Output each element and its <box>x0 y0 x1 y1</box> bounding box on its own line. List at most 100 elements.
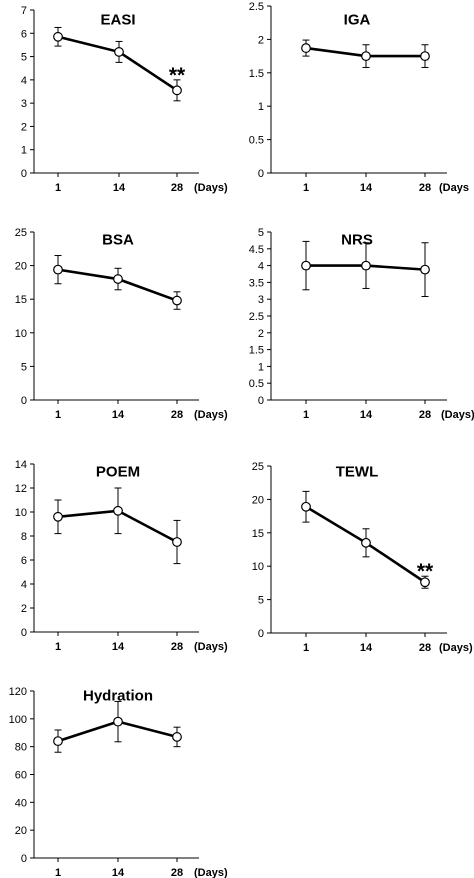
x-tick-label: 1 <box>303 409 309 421</box>
data-point <box>53 264 63 275</box>
y-tick-label: 20 <box>15 825 27 837</box>
x-tick-label: 28 <box>171 641 183 653</box>
x-tick-label: 28 <box>171 867 183 878</box>
data-point <box>361 260 371 271</box>
significance-marker: ** <box>417 560 434 583</box>
y-tick-label: 1 <box>21 145 27 157</box>
y-tick-label: 2 <box>258 34 264 46</box>
series-line <box>57 35 178 92</box>
x-tick-label: 14 <box>360 182 373 194</box>
y-tick-label: 100 <box>9 714 27 726</box>
x-unit-label: (Days) <box>194 641 228 653</box>
data-point <box>53 31 63 42</box>
chart-title: BSA <box>102 231 134 248</box>
x-unit-label: (Days) <box>439 642 473 654</box>
x-tick-label: 14 <box>112 867 125 878</box>
x-tick-label: 14 <box>112 409 125 421</box>
y-tick-label: 0 <box>258 395 264 407</box>
y-tick-label: 8 <box>21 531 27 543</box>
x-tick-label: 1 <box>303 642 309 654</box>
data-point <box>113 716 123 727</box>
y-tick-label: 25 <box>252 461 264 473</box>
panel-nrs: 0 0.5 1 1.5 2 2.5 3 3.5 4 4.5 5 1 14 28 (Days) NRS <box>249 227 474 421</box>
y-tick-label: 0.5 <box>249 135 264 147</box>
y-tick-label: 0.5 <box>249 378 264 390</box>
panel-poem: 0 2 4 6 8 10 12 14 1 14 28 (Days) POEM <box>15 459 228 653</box>
y-tick-label: 3.5 <box>249 277 264 289</box>
chart-title: Hydration <box>83 687 153 704</box>
x-tick-label: 1 <box>55 641 61 653</box>
data-point <box>114 47 124 57</box>
y-tick-label: 15 <box>252 528 264 540</box>
data-point <box>420 264 430 275</box>
y-tick-label: 2 <box>21 121 27 133</box>
x-tick-label: 14 <box>112 641 125 653</box>
panel-tewl: 0 5 10 15 20 25 1 14 28 (Days) TEWL ** <box>252 461 473 654</box>
y-tick-label: 4 <box>21 579 27 591</box>
data-point <box>172 537 182 547</box>
x-tick-label: 28 <box>419 642 431 654</box>
y-tick-label: 15 <box>15 294 27 306</box>
y-tick-label: 12 <box>15 483 27 495</box>
panel-hydration: 0 20 40 60 80 100 120 1 14 28 (Days) Hydration <box>9 686 228 878</box>
x-tick-label: 14 <box>113 182 126 194</box>
x-unit-label: (Days) <box>441 409 474 421</box>
panel-iga: 0 0.5 1 1.5 2 2.5 1 14 28 (Days IGA <box>249 1 469 194</box>
y-tick-label: 0 <box>21 168 27 180</box>
x-tick-label: 28 <box>171 182 183 194</box>
y-tick-label: 0 <box>21 627 27 639</box>
x-tick-label: 28 <box>419 182 431 194</box>
y-tick-label: 10 <box>252 561 264 573</box>
y-tick-label: 20 <box>15 261 27 273</box>
data-point <box>301 501 311 512</box>
y-tick-label: 20 <box>252 494 264 506</box>
y-tick-label: 3 <box>21 98 27 110</box>
x-tick-label: 14 <box>360 409 373 421</box>
chart-title: IGA <box>344 11 371 28</box>
data-point <box>301 260 311 271</box>
panel-bsa: 0 5 10 15 20 25 1 14 28 (Days) BSA <box>15 227 228 421</box>
data-point <box>361 537 371 548</box>
significance-marker: ** <box>169 64 186 87</box>
x-unit-label: (Days <box>439 182 469 194</box>
x-tick-label: 28 <box>171 409 183 421</box>
y-tick-label: 3 <box>258 294 264 306</box>
y-tick-label: 5 <box>21 361 27 373</box>
x-unit-label: (Days) <box>194 409 228 421</box>
chart-title: EASI <box>100 11 135 28</box>
y-tick-label: 0 <box>21 853 27 865</box>
y-tick-label: 4.5 <box>249 244 264 256</box>
data-point <box>172 295 182 306</box>
y-tick-label: 40 <box>15 797 27 809</box>
y-tick-label: 1.5 <box>249 68 264 80</box>
data-point <box>420 51 430 61</box>
y-tick-label: 4 <box>21 75 27 87</box>
chart-title: POEM <box>96 463 140 480</box>
y-tick-label: 60 <box>15 770 27 782</box>
data-point <box>113 274 123 284</box>
y-tick-label: 2 <box>21 603 27 615</box>
x-tick-label: 28 <box>419 409 431 421</box>
y-tick-label: 25 <box>15 227 27 239</box>
y-tick-label: 10 <box>15 328 27 340</box>
y-tick-label: 80 <box>15 742 27 754</box>
x-unit-label: (Days) <box>194 182 228 194</box>
y-tick-label: 0 <box>21 395 27 407</box>
y-tick-label: 6 <box>21 555 27 567</box>
y-tick-label: 2.5 <box>249 311 264 323</box>
x-tick-label: 1 <box>55 409 61 421</box>
data-point <box>172 85 182 96</box>
data-point <box>361 51 371 61</box>
y-tick-label: 0 <box>258 168 264 180</box>
y-tick-label: 7 <box>21 5 27 17</box>
x-tick-label: 1 <box>55 867 61 878</box>
x-tick-label: 1 <box>303 182 309 194</box>
y-tick-label: 120 <box>9 686 27 698</box>
data-point <box>113 505 123 516</box>
data-point <box>172 732 182 742</box>
data-point <box>420 577 430 588</box>
x-tick-label: 1 <box>55 182 61 194</box>
panel-easi: 0 1 2 3 4 5 6 7 1 14 28 (Days) EASI ** <box>21 5 228 194</box>
y-tick-label: 2.5 <box>249 1 264 13</box>
